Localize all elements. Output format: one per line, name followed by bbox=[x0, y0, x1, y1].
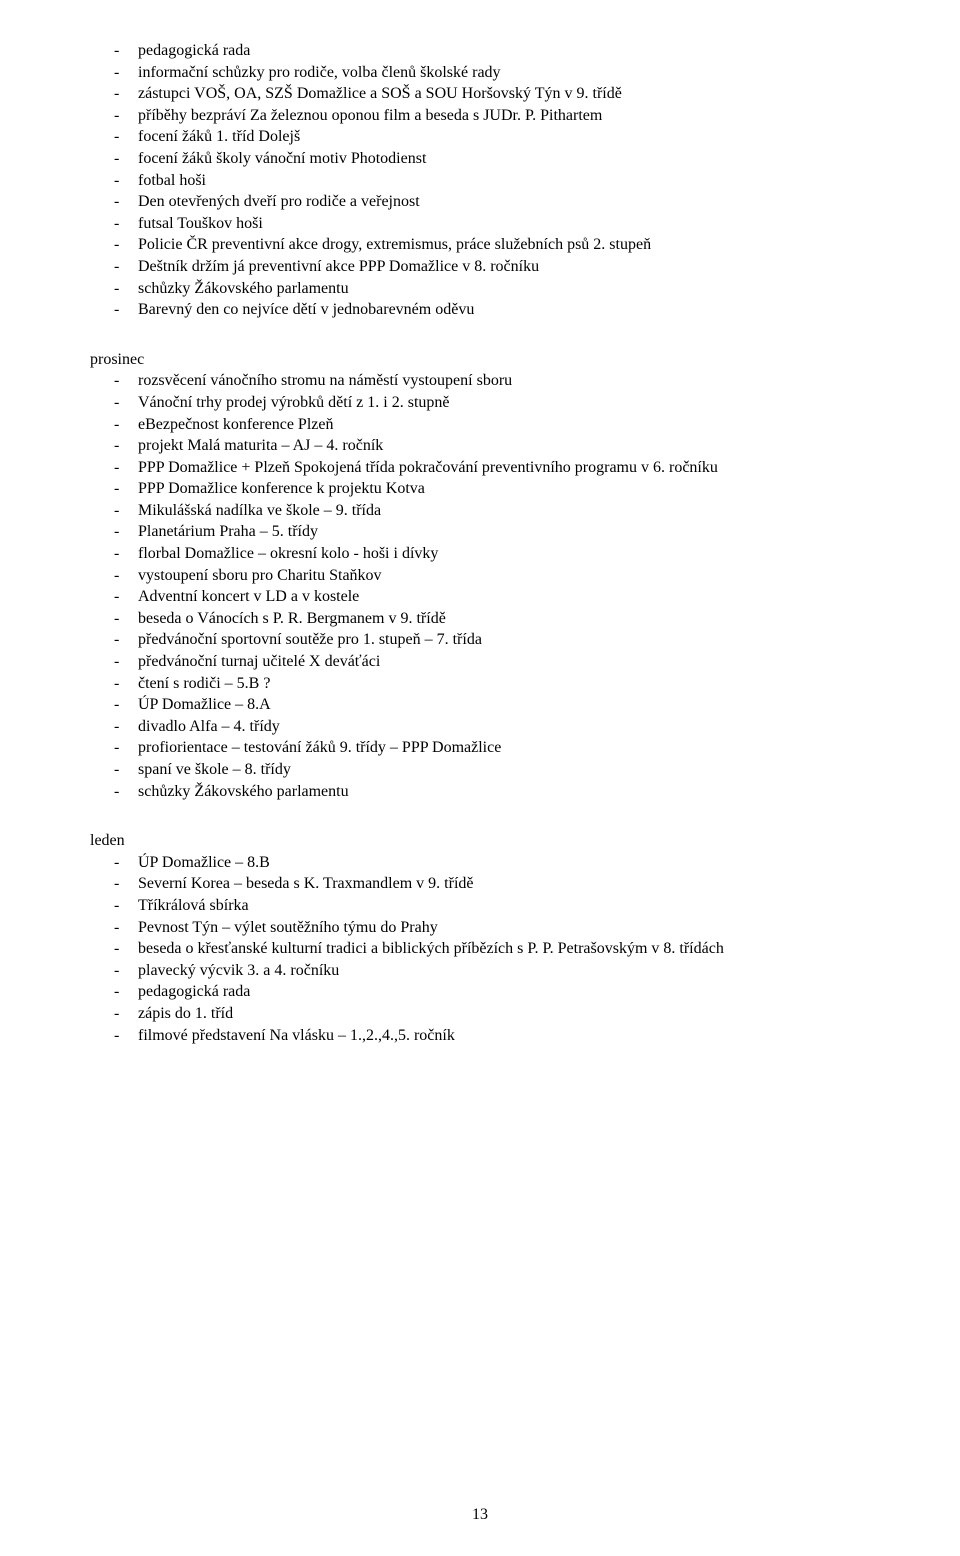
top-bullet-list: pedagogická rada informační schůzky pro … bbox=[90, 40, 870, 321]
list-item: ÚP Domažlice – 8.A bbox=[90, 694, 870, 716]
list-item: předvánoční turnaj učitelé X deváťáci bbox=[90, 651, 870, 673]
list-item: Mikulášská nadílka ve škole – 9. třída bbox=[90, 500, 870, 522]
list-item: schůzky Žákovského parlamentu bbox=[90, 278, 870, 300]
list-item: eBezpečnost konference Plzeň bbox=[90, 414, 870, 436]
list-item: Vánoční trhy prodej výrobků dětí z 1. i … bbox=[90, 392, 870, 414]
list-item: Deštník držím já preventivní akce PPP Do… bbox=[90, 256, 870, 278]
list-item: beseda o Vánocích s P. R. Bergmanem v 9.… bbox=[90, 608, 870, 630]
list-item: Barevný den co nejvíce dětí v jednobarev… bbox=[90, 299, 870, 321]
list-item: focení žáků školy vánoční motiv Photodie… bbox=[90, 148, 870, 170]
list-item: Tříkrálová sbírka bbox=[90, 895, 870, 917]
list-item: Adventní koncert v LD a v kostele bbox=[90, 586, 870, 608]
section-list: ÚP Domažlice – 8.B Severní Korea – besed… bbox=[90, 852, 870, 1046]
list-item: příběhy bezpráví Za železnou oponou film… bbox=[90, 105, 870, 127]
list-item: Pevnost Týn – výlet soutěžního týmu do P… bbox=[90, 917, 870, 939]
list-item: Planetárium Praha – 5. třídy bbox=[90, 521, 870, 543]
section-title: prosinec bbox=[90, 349, 870, 371]
list-item: spaní ve škole – 8. třídy bbox=[90, 759, 870, 781]
list-item: divadlo Alfa – 4. třídy bbox=[90, 716, 870, 738]
list-item: florbal Domažlice – okresní kolo - hoši … bbox=[90, 543, 870, 565]
list-item: pedagogická rada bbox=[90, 40, 870, 62]
document-page: pedagogická rada informační schůzky pro … bbox=[0, 0, 960, 1556]
section-prosinec: prosinec rozsvěcení vánočního stromu na … bbox=[90, 349, 870, 802]
list-item: zástupci VOŠ, OA, SZŠ Domažlice a SOŠ a … bbox=[90, 83, 870, 105]
list-item: futsal Touškov hoši bbox=[90, 213, 870, 235]
list-item: zápis do 1. tříd bbox=[90, 1003, 870, 1025]
list-item: předvánoční sportovní soutěže pro 1. stu… bbox=[90, 629, 870, 651]
list-item: schůzky Žákovského parlamentu bbox=[90, 781, 870, 803]
list-item: Severní Korea – beseda s K. Traxmandlem … bbox=[90, 873, 870, 895]
list-item: čtení s rodiči – 5.B ? bbox=[90, 673, 870, 695]
section-list: rozsvěcení vánočního stromu na náměstí v… bbox=[90, 370, 870, 802]
list-item: Policie ČR preventivní akce drogy, extre… bbox=[90, 234, 870, 256]
section-leden: leden ÚP Domažlice – 8.B Severní Korea –… bbox=[90, 830, 870, 1046]
list-item: PPP Domažlice + Plzeň Spokojená třída po… bbox=[90, 457, 870, 479]
list-item: rozsvěcení vánočního stromu na náměstí v… bbox=[90, 370, 870, 392]
list-item: vystoupení sboru pro Charitu Staňkov bbox=[90, 565, 870, 587]
list-item: fotbal hoši bbox=[90, 170, 870, 192]
list-item: Den otevřených dveří pro rodiče a veřejn… bbox=[90, 191, 870, 213]
list-item: ÚP Domažlice – 8.B bbox=[90, 852, 870, 874]
list-item: pedagogická rada bbox=[90, 981, 870, 1003]
list-item: focení žáků 1. tříd Dolejš bbox=[90, 126, 870, 148]
list-item: PPP Domažlice konference k projektu Kotv… bbox=[90, 478, 870, 500]
list-item: beseda o křesťanské kulturní tradici a b… bbox=[90, 938, 870, 960]
list-item: profiorientace – testování žáků 9. třídy… bbox=[90, 737, 870, 759]
page-number: 13 bbox=[0, 1504, 960, 1526]
section-title: leden bbox=[90, 830, 870, 852]
list-item: plavecký výcvik 3. a 4. ročníku bbox=[90, 960, 870, 982]
list-item: projekt Malá maturita – AJ – 4. ročník bbox=[90, 435, 870, 457]
list-item: informační schůzky pro rodiče, volba čle… bbox=[90, 62, 870, 84]
list-item: filmové představení Na vlásku – 1.,2.,4.… bbox=[90, 1025, 870, 1047]
